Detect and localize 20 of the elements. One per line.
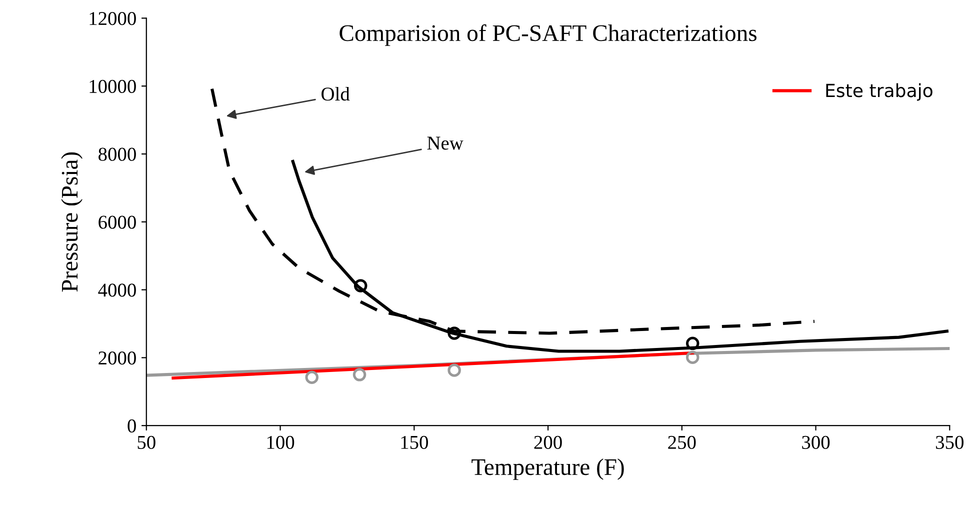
chart-title: Comparision of PC-SAFT Characterizations [340, 24, 756, 46]
legend-label: Este trabajo [826, 83, 932, 101]
annotation: Old [322, 86, 350, 101]
annotation: New [427, 136, 464, 150]
y-tick-label: 4000 [98, 284, 136, 297]
x-tick-label: 300 [802, 436, 830, 449]
y-tick-label: 12000 [90, 12, 136, 26]
y-tick-label: 8000 [98, 148, 136, 161]
y-tick-label: 0 [128, 419, 136, 433]
x-tick-label: 100 [267, 436, 294, 449]
x-tick-label: 350 [936, 436, 964, 449]
y-tick-label: 6000 [98, 216, 136, 229]
x-tick-label: 150 [401, 436, 428, 449]
y-axis-title: Pressure (Psia) [61, 152, 83, 292]
x-tick-label: 250 [668, 436, 696, 449]
y-tick-label: 2000 [98, 351, 136, 365]
x-axis-title: Temperature (F) [472, 458, 624, 480]
x-tick-label: 50 [138, 436, 156, 449]
y-tick-label: 10000 [90, 80, 136, 94]
x-tick-label: 200 [534, 436, 562, 449]
